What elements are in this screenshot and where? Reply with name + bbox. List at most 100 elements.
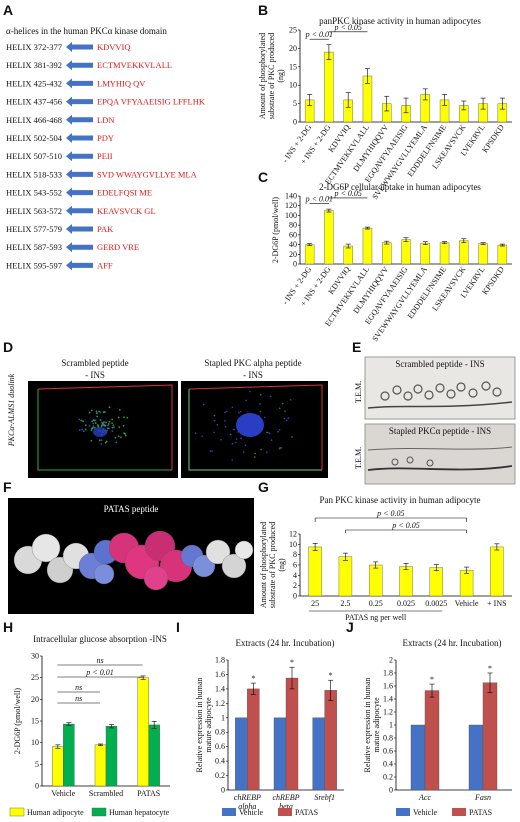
y-tick-label: 0.8 <box>215 728 225 737</box>
bar <box>148 724 160 787</box>
panel-d: PKCα-ALMS1 duolink Scrambled peptide - I… <box>7 358 328 478</box>
bar <box>52 746 64 787</box>
panel-f: PATAS peptide <box>8 498 254 614</box>
x-tick-label: chREBP <box>272 793 299 802</box>
panel-d-left-sub: - INS <box>85 370 105 380</box>
bar <box>304 244 315 265</box>
helix-label: HELIX 372-377 <box>6 42 62 52</box>
legend-swatch <box>396 808 410 816</box>
bar <box>459 240 469 265</box>
bar <box>343 245 353 265</box>
legend-swatch <box>9 807 25 817</box>
panel-e-bottom-title: Stapled PKCα peptide - INS <box>389 426 491 436</box>
panel-letter-f: F <box>3 479 12 495</box>
significance-star: * <box>251 674 255 683</box>
significance-star: * <box>488 664 492 673</box>
helix-sequence: AFF <box>97 260 113 270</box>
significance-label: ns <box>96 656 103 665</box>
helix-sequence: LMYHIQ QV <box>97 78 146 88</box>
y-tick-label: 1.4 <box>383 695 393 704</box>
y-axis-label: mature adipocyte <box>204 697 213 753</box>
y-tick-label: 10 <box>289 81 297 90</box>
duolink-signal-stapled <box>194 386 293 461</box>
arrow-icon <box>66 60 93 71</box>
chart-title: 2-DG6P cellular uptake in human adipocyt… <box>319 182 481 192</box>
x-tick-label: 0.0025 <box>425 599 447 608</box>
x-axis-label: PATAS ng per well <box>345 613 407 622</box>
tem-vesicles-top <box>367 381 513 409</box>
arrow-icon <box>66 133 93 143</box>
significance-label: p < 0.05 <box>376 509 404 518</box>
y-tick-label: 60 <box>289 230 297 239</box>
x-tick-label: 25 <box>311 599 319 608</box>
helix-label: HELIX 563-572 <box>6 206 62 216</box>
significance-label: p < 0.05 <box>391 521 419 530</box>
x-tick-label: Vehicle <box>51 789 75 798</box>
helix-label: HELIX 437-456 <box>6 97 62 107</box>
panel-a-title: α-helices in the human PKCα kinase domai… <box>6 26 167 36</box>
helix-sequence: SVD WWAYGVLLYE MLA <box>97 169 198 179</box>
y-tick-label: 0.4 <box>383 760 393 769</box>
bar <box>324 210 334 265</box>
panel-letter-a: A <box>3 2 13 18</box>
helix-sequence: LDN <box>97 115 114 125</box>
bar <box>338 556 353 597</box>
tem-image-stapled <box>364 423 516 485</box>
arrow-icon <box>66 114 93 125</box>
panel-letter-e: E <box>352 339 361 355</box>
x-tick-label: 0.025 <box>397 599 415 608</box>
legend: Human adipocyte Human hepatocyte <box>9 807 170 817</box>
y-tick-label: 1.4 <box>215 684 225 693</box>
y-tick-label: 1 <box>389 721 393 730</box>
helix-label: HELIX 577-579 <box>6 224 62 234</box>
helix-list: HELIX 372-377 KDVVIQ HELIX 381-392 ECTMVEKK… <box>6 42 206 271</box>
legend-label: Human hepatocyte <box>109 808 170 817</box>
chart-title: Extracts (24 hr. Incubation) <box>403 638 502 648</box>
panel-letter-b: B <box>258 2 268 18</box>
y-axis-label: 2-DG6P (pmol/well) <box>13 688 22 754</box>
y-tick-label: 1 <box>221 713 225 722</box>
helix-label: HELIX 543-552 <box>6 188 62 198</box>
y-tick-label: 0.4 <box>215 757 225 766</box>
y-tick-label: 15 <box>31 717 39 726</box>
helix-sequence: KDVVIQ <box>97 42 131 52</box>
panel-d-right-sub: - INS <box>243 370 263 380</box>
y-axis-label: Amount of phosphorylated <box>259 522 268 608</box>
y-axis-label: Relative expression in human <box>195 678 204 773</box>
y-tick-label: 0 <box>293 118 297 127</box>
x-tick-label: Fasn <box>474 793 491 802</box>
bar <box>308 546 322 597</box>
x-tick-label: alpha <box>238 802 256 811</box>
y-axis-label: substrate of PKC produced <box>267 33 276 119</box>
y-tick-label: 10 <box>31 738 39 747</box>
y-tick-label: 1.6 <box>215 670 225 679</box>
helix-label: HELIX 507-510 <box>6 151 62 161</box>
y-tick-label: 25 <box>31 673 39 682</box>
y-tick-label: 0 <box>293 260 297 269</box>
chart-title: panPKC kinase activity in human adipocyt… <box>319 16 481 26</box>
micrograph-frame-right <box>188 384 323 471</box>
bar <box>401 239 411 265</box>
panel-a: α-helices in the human PKCα kinase domai… <box>6 26 206 271</box>
y-tick-label: 80 <box>289 221 297 230</box>
bar <box>63 723 75 787</box>
bar <box>482 682 498 791</box>
arrow-icon <box>66 224 93 234</box>
helix-sequence: EPQA VFYAAEISIG LFFLHK <box>97 97 206 107</box>
significance-label: p < 0.05 <box>333 189 361 198</box>
helix-label: HELIX 425-432 <box>6 78 62 88</box>
panel-letter-i: I <box>176 619 180 635</box>
significance-label: p < 0.01 <box>85 668 113 677</box>
helix-label: HELIX 502-504 <box>6 133 63 143</box>
significance-label: p < 0.01 <box>305 30 333 39</box>
arrow-icon <box>66 151 93 162</box>
panel-d-ylabel: PKCα-ALMS1 duolink <box>7 373 16 447</box>
legend-label: PATAS <box>295 808 318 817</box>
y-tick-label: 1.8 <box>383 669 393 678</box>
y-tick-label: 12 <box>289 530 297 539</box>
panel-f-title: PATAS peptide <box>104 504 159 514</box>
x-tick-label: Vehicle <box>455 599 479 608</box>
significance-star: * <box>290 658 294 667</box>
legend-label: PATAS <box>469 808 492 817</box>
